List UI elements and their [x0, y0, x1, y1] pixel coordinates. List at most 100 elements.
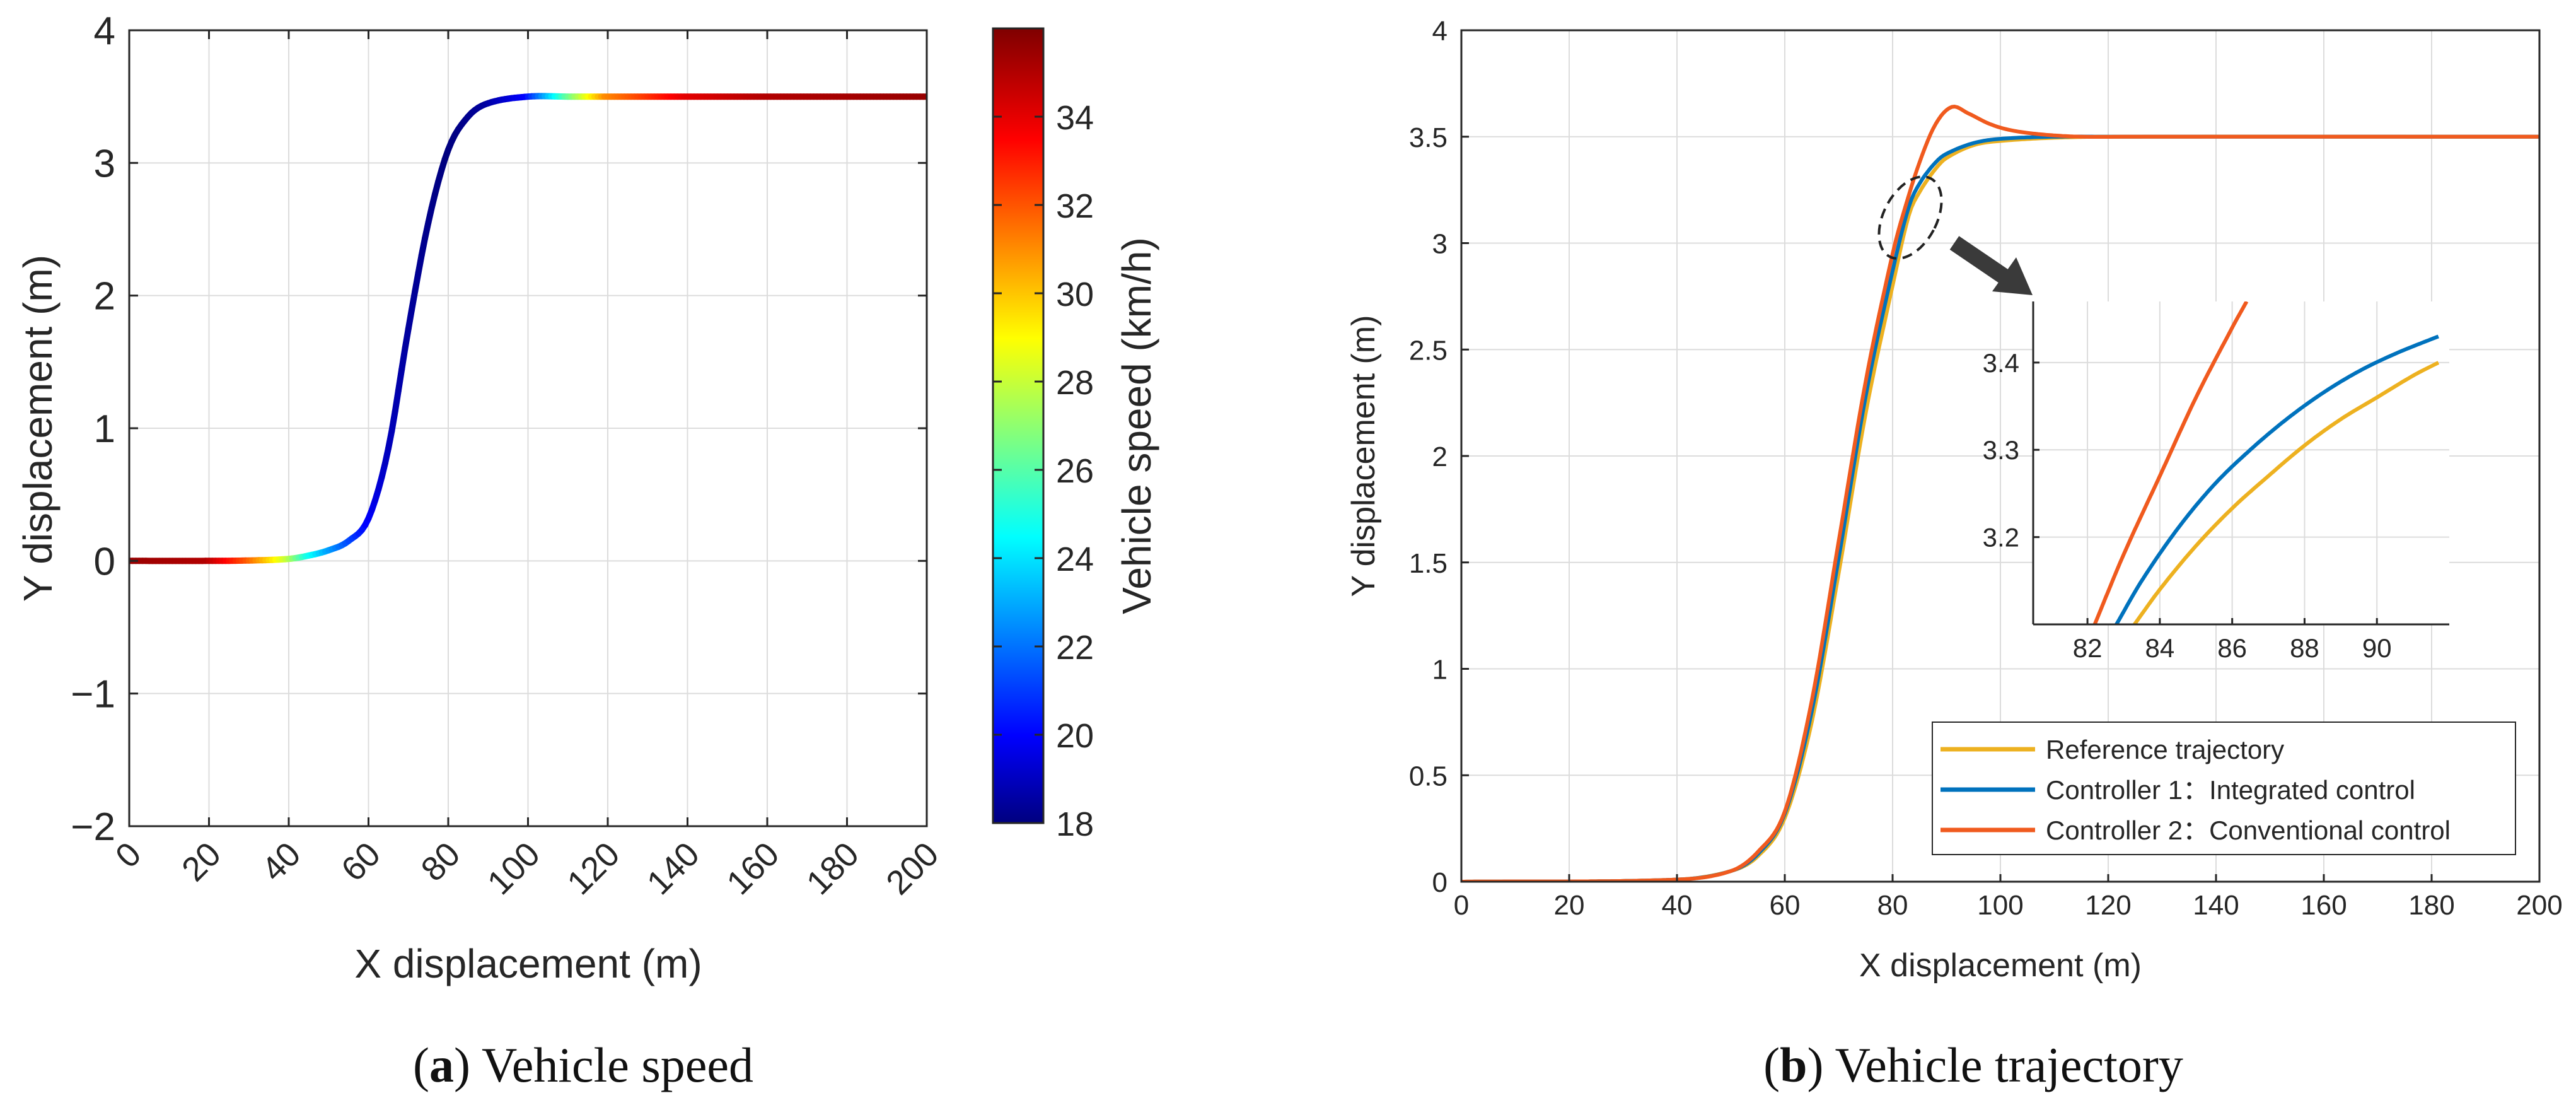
x-tick-label: 40: [255, 835, 308, 889]
x-tick-label: 160: [2300, 890, 2347, 921]
x-axis-label-a: X displacement (m): [354, 941, 702, 986]
x-tick-label: 60: [1770, 890, 1801, 921]
x-tick-label: 100: [480, 835, 547, 902]
x-tick-label: 180: [799, 835, 866, 902]
x-tick-label: 120: [2085, 890, 2131, 921]
controller-2-line: [1461, 105, 2539, 882]
y-tick-label: 0.5: [1409, 761, 1448, 792]
legend-label-controller-1: Controller 1：Integrated control: [2046, 775, 2415, 805]
legend-label-controller-2: Controller 2：Conventional control: [2046, 815, 2451, 845]
trajectory-segment: [402, 325, 412, 352]
inset-lines: [2092, 301, 2440, 624]
x-tick-label: 200: [879, 835, 946, 902]
inset-x-tick-labels: 82 84 86 88 90: [2073, 633, 2392, 663]
colorbar-tick-label: 22: [1056, 629, 1094, 667]
zoom-arrow-icon: [1949, 236, 2033, 295]
colorbar: [992, 27, 1045, 824]
legend: Reference trajectory Controller 1：Integr…: [1932, 722, 2516, 855]
inset-controller-2-line: [2092, 301, 2249, 624]
x-tick-labels-b: 0 20 40 60 80 100 120 140 160 180 200: [1454, 890, 2563, 921]
y-tick-label: 2: [1432, 441, 1448, 472]
x-tick-label: 200: [2516, 890, 2562, 921]
caption-b-letter: b: [1780, 1037, 1807, 1092]
colorbar-tick-label: 26: [1056, 452, 1094, 490]
trajectory-segment: [388, 408, 398, 435]
x-tick-label: 160: [719, 835, 786, 902]
inset-background: [2033, 301, 2449, 624]
x-tick-label: 40: [1662, 890, 1693, 921]
x-tick-label: 80: [1877, 890, 1908, 921]
inset-y-tick-labels: 3.4 3.3 3.2: [1983, 348, 2019, 552]
y-tick-label: 1: [94, 407, 115, 451]
x-tick-label: 140: [640, 835, 707, 902]
colorbar-tick-label: 32: [1056, 187, 1094, 225]
x-tick-label: 20: [175, 835, 228, 889]
y-tick-label: 3: [94, 142, 115, 185]
trajectory-lines: [1461, 105, 2539, 882]
inset-y-tick-label: 3.2: [1983, 523, 2019, 552]
x-tick-label: 120: [560, 835, 627, 902]
ticks-a: [128, 29, 928, 827]
x-tick-label: 100: [1977, 890, 2023, 921]
caption-a-text: Vehicle speed: [482, 1037, 753, 1092]
inset-x-tick-label: 90: [2362, 633, 2392, 663]
y-axis-label-b: Y displacement (m): [1345, 315, 1382, 597]
colorbar-tick-label: 24: [1056, 540, 1094, 578]
x-tick-label: 80: [414, 835, 468, 889]
y-tick-label: 4: [94, 9, 115, 53]
x-tick-label: 60: [334, 835, 388, 889]
inset-reference-line: [2133, 361, 2440, 624]
colorbar-ticks: [993, 115, 1043, 824]
x-tick-label: 180: [2408, 890, 2454, 921]
y-tick-label: −2: [71, 805, 115, 849]
inset-ticks: [2033, 361, 2378, 624]
y-tick-label: 1.5: [1409, 548, 1448, 579]
trajectory-segment: [398, 345, 409, 373]
colorbar-tick-label: 34: [1056, 99, 1094, 137]
colorbar-tick-labels: 34 32 30 28 26 24 22 20 18: [1056, 99, 1094, 843]
trajectory-segment: [395, 366, 405, 394]
inset-controller-1-line: [2115, 334, 2439, 624]
trajectory-chart: 0 20 40 60 80 100 120 140 160 180 200 4 3.5 3 2.5 2 1.5…: [1345, 16, 2563, 984]
colorbar-tick-label: 28: [1056, 364, 1094, 402]
caption-a: (a) Vehicle speed: [413, 1037, 753, 1092]
caption-b: (b) Vehicle trajectory: [1763, 1037, 2183, 1092]
x-tick-label: 20: [1554, 890, 1585, 921]
colorbar-tick-label: 20: [1056, 717, 1094, 755]
y-tick-label: 0: [1432, 867, 1448, 898]
x-tick-labels-a: 0 20 40 60 80 100 120 140 160 180 200: [108, 835, 946, 902]
y-tick-label: 0: [94, 540, 115, 583]
y-tick-labels-b: 4 3.5 3 2.5 2 1.5 1 0.5 0: [1409, 16, 1448, 898]
zoom-inset: 82 84 86 88 90 3.4 3.3 3.2: [1983, 301, 2449, 663]
caption-a-letter: a: [429, 1037, 454, 1092]
x-tick-label: 0: [1454, 890, 1469, 921]
y-tick-labels-a: 4 3 2 1 0 −1 −2: [71, 9, 115, 849]
x-axis-label-b: X displacement (m): [1859, 947, 2142, 984]
trajectory-segment: [392, 387, 402, 415]
y-tick-label: 2.5: [1409, 335, 1448, 366]
ticks-b: [1460, 29, 2541, 883]
y-tick-label: −1: [71, 673, 115, 716]
colorbar-tick-label: 18: [1056, 805, 1094, 843]
y-tick-label: 3.5: [1409, 122, 1448, 153]
caption-b-text: Vehicle trajectory: [1835, 1037, 2183, 1092]
inset-y-tick-label: 3.3: [1983, 435, 2019, 465]
inset-x-tick-label: 86: [2217, 633, 2247, 663]
inset-x-tick-label: 84: [2145, 633, 2175, 663]
inset-x-tick-label: 88: [2290, 633, 2319, 663]
inset-gridlines: [2033, 301, 2449, 624]
zoom-region-ellipse: [1877, 175, 1943, 260]
inset-y-tick-label: 3.4: [1983, 348, 2019, 378]
y-tick-label: 2: [94, 275, 115, 318]
y-tick-label: 3: [1432, 229, 1448, 260]
colorbar-label: Vehicle speed (km/h): [1114, 237, 1159, 614]
legend-entry: Reference trajectory: [1941, 735, 2284, 764]
x-tick-label: 140: [2193, 890, 2239, 921]
y-tick-label: 1: [1432, 655, 1448, 686]
y-tick-label: 4: [1432, 16, 1448, 47]
colorbar-tick-label: 30: [1056, 276, 1094, 313]
trajectory-segment: [405, 307, 415, 332]
y-axis-label-a: Y displacement (m): [15, 255, 61, 602]
